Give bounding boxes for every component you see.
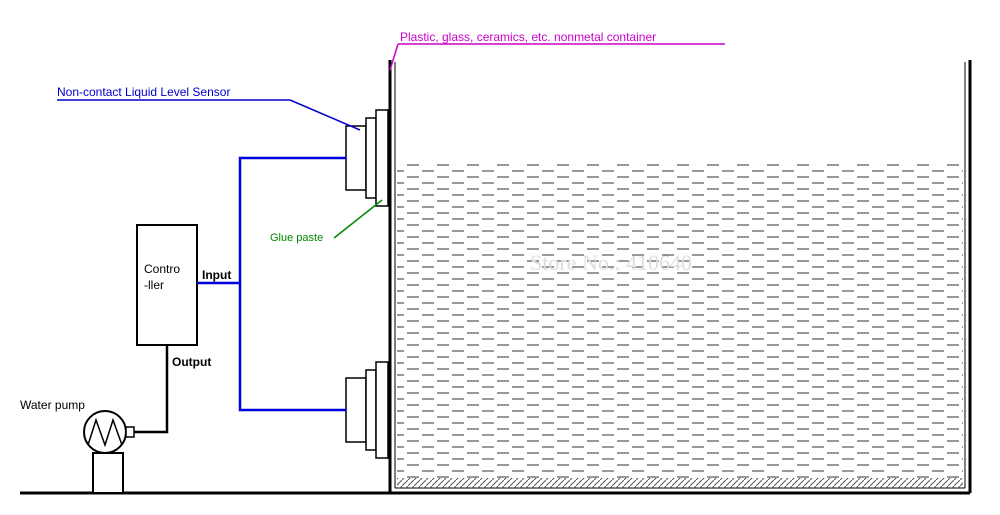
sensor-label: Non-contact Liquid Level Sensor	[57, 85, 230, 99]
sensor-bottom	[346, 362, 388, 458]
output-label: Output	[172, 355, 211, 369]
diagram-canvas: Plastic, glass, ceramics, etc. nonmetal …	[0, 0, 1000, 515]
glue-leader	[334, 200, 382, 238]
sensor-top	[346, 110, 388, 206]
container-label: Plastic, glass, ceramics, etc. nonmetal …	[400, 30, 656, 44]
controller-label-1: Contro	[144, 262, 180, 276]
input-label: Input	[202, 268, 231, 282]
water-fill	[397, 160, 963, 478]
glue-label: Glue paste	[270, 232, 323, 244]
wire-sensor-bottom	[240, 283, 346, 410]
water-pump	[84, 411, 134, 493]
watermark: Store No.: 410640	[530, 250, 692, 276]
controller-label-2: -ller	[144, 278, 164, 292]
tank-bottom-hatch	[397, 478, 963, 488]
container-label-leader	[390, 44, 398, 70]
diagram-svg	[0, 0, 1000, 515]
wire-sensor-top	[197, 158, 346, 283]
wire-output	[126, 345, 167, 432]
pump-label: Water pump	[20, 398, 85, 412]
sensor-label-leader	[290, 100, 360, 130]
